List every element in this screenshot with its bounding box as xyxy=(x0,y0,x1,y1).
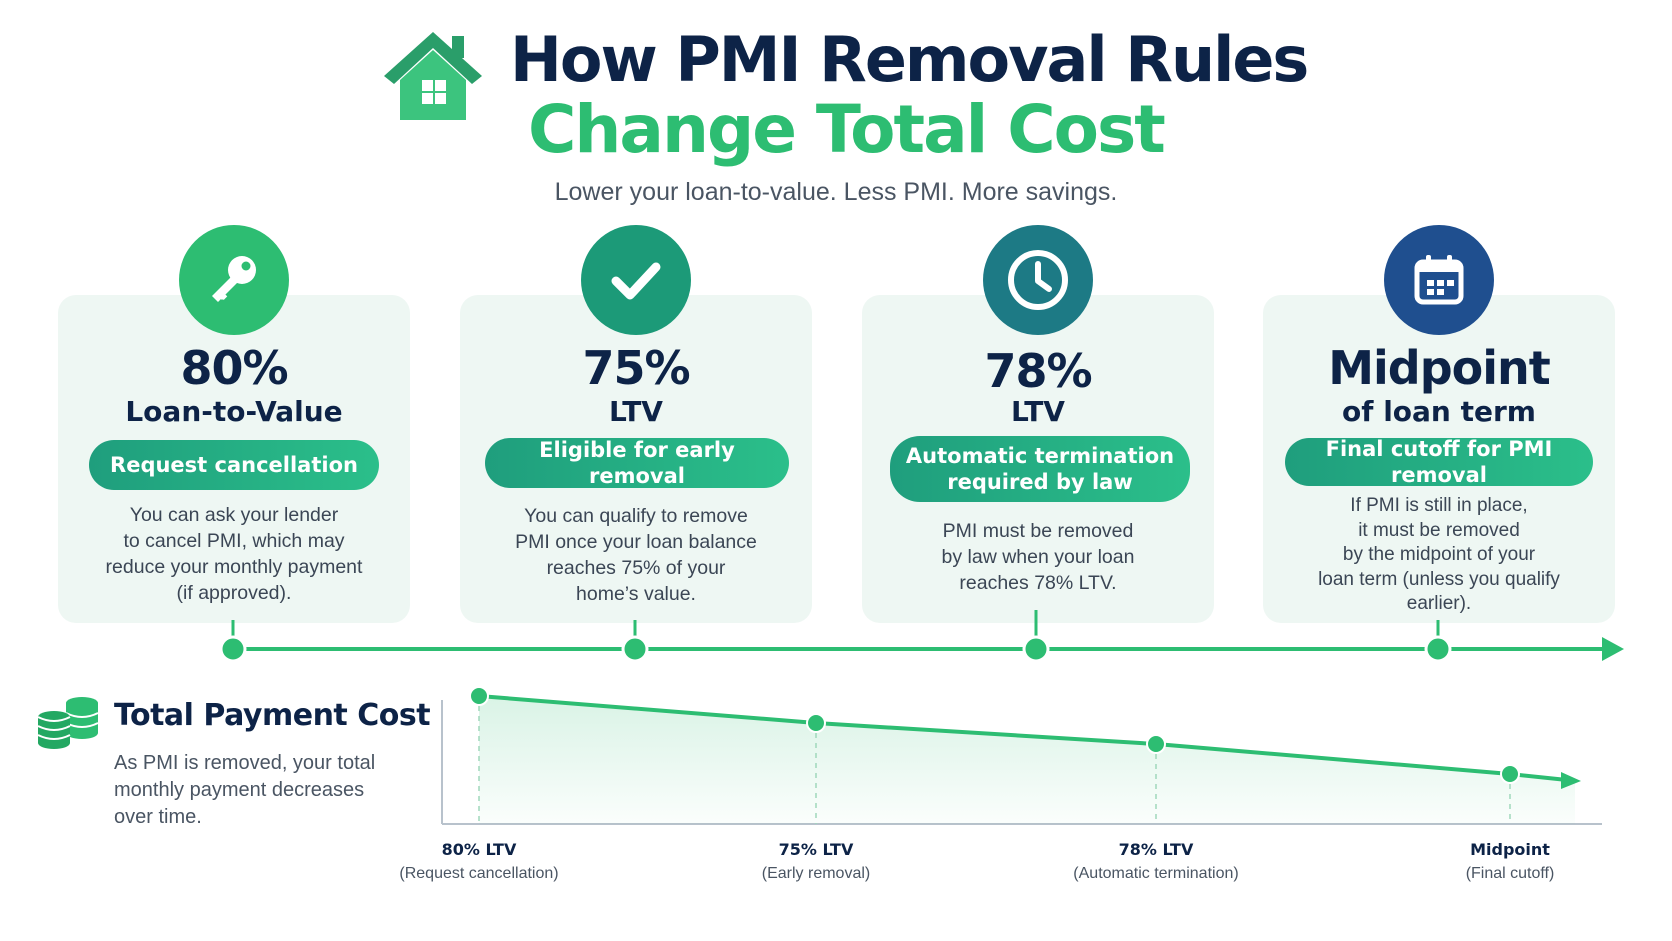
total-cost-chart: 80% LTV (Request cancellation) 75% LTV (Ear… xyxy=(399,686,1602,882)
timeline-dot xyxy=(1424,635,1452,663)
house-icon xyxy=(382,28,484,122)
timeline-arrow xyxy=(1602,637,1624,661)
card-description: You can ask your lender to cancel PMI, w… xyxy=(105,504,363,604)
chart-data-point xyxy=(469,686,489,706)
chart-category-label: 78% LTV xyxy=(1119,840,1194,859)
card-value: 80% xyxy=(180,341,288,395)
card-pill: Request cancellation xyxy=(89,440,379,490)
card-unit: LTV xyxy=(1011,395,1065,428)
clock-icon xyxy=(983,225,1093,335)
page-title-line1: How PMI Removal Rules xyxy=(510,23,1309,96)
card-description: If PMI is still in place, it must be rem… xyxy=(1318,495,1560,614)
cost-section-description: As PMI is removed, your total monthly pa… xyxy=(114,752,376,828)
chart-category-label: Midpoint xyxy=(1470,840,1550,859)
card-value: 78% xyxy=(984,344,1092,398)
key-icon xyxy=(179,225,289,335)
card-unit: Loan-to-Value xyxy=(125,395,343,428)
chart-category-label: 80% LTV xyxy=(442,840,517,859)
chart-area xyxy=(479,696,1575,824)
chart-category-note: (Early removal) xyxy=(762,865,870,882)
card-value: 75% xyxy=(582,341,690,395)
chart-category-note: (Automatic termination) xyxy=(1073,865,1238,882)
card-unit: LTV xyxy=(609,395,663,428)
checkmark-icon xyxy=(581,225,691,335)
card-pill: Eligible for early removal xyxy=(485,438,789,488)
card-description: PMI must be removed by law when your loa… xyxy=(941,520,1135,594)
timeline-dot xyxy=(621,635,649,663)
card-pill: Automatic termination required by law xyxy=(890,436,1190,502)
cost-section-title: Total Payment Cost xyxy=(114,698,431,733)
chart-category-note: (Final cutoff) xyxy=(1466,865,1555,882)
chart-data-point xyxy=(1146,734,1166,754)
page-subtitle: Lower your loan-to-value. Less PMI. More… xyxy=(554,178,1118,206)
calendar-icon xyxy=(1384,225,1494,335)
chart-category-note: (Request cancellation) xyxy=(399,865,558,882)
coins-icon xyxy=(36,695,100,751)
card-unit: of loan term xyxy=(1342,395,1536,428)
chart-category-label: 75% LTV xyxy=(779,840,854,859)
timeline xyxy=(219,610,1624,663)
chart-data-point xyxy=(1500,764,1520,784)
card-pill: Final cutoff for PMI removal xyxy=(1285,437,1593,487)
timeline-dot xyxy=(219,635,247,663)
page-title-line2: Change Total Cost xyxy=(528,91,1166,168)
card-description: You can qualify to remove PMI once your … xyxy=(515,505,757,605)
chart-data-point xyxy=(806,713,826,733)
chart-trend-arrow xyxy=(1561,772,1581,789)
card-value: Midpoint xyxy=(1328,341,1551,395)
timeline-dot xyxy=(1022,635,1050,663)
